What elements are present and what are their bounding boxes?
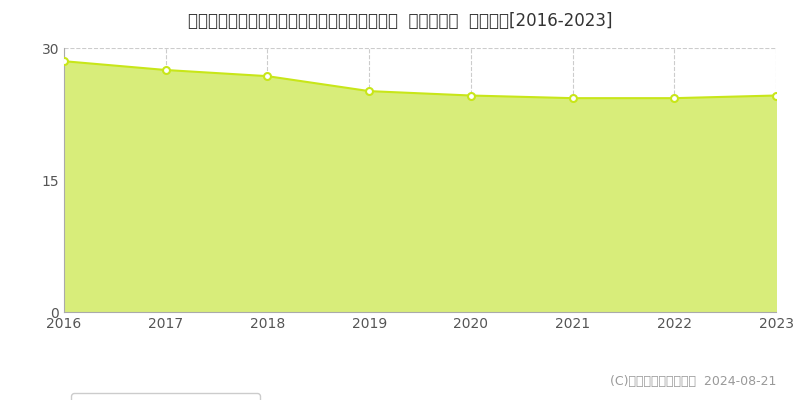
Text: 兵庫県たつの市龍野町富永字小川原１５０番２  基準地価格  地価推移[2016-2023]: 兵庫県たつの市龍野町富永字小川原１５０番２ 基準地価格 地価推移[2016-20…: [188, 12, 612, 30]
Legend: 基準地価格  平均坪単価(万円/坪): 基準地価格 平均坪単価(万円/坪): [71, 393, 260, 400]
Text: (C)土地価格ドットコム  2024-08-21: (C)土地価格ドットコム 2024-08-21: [610, 375, 776, 388]
